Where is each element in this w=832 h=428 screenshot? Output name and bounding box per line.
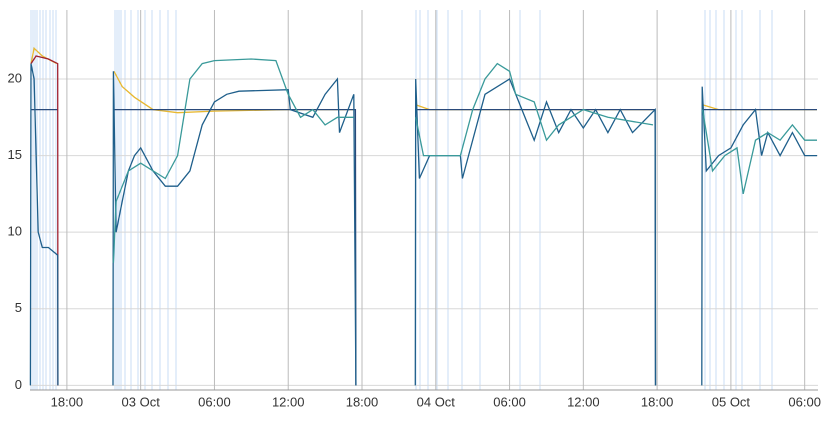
x-tick-label: 12:00 <box>272 394 305 409</box>
y-tick-label: 5 <box>15 300 22 315</box>
x-tick-label: 06:00 <box>198 394 231 409</box>
x-tick-label: 18:00 <box>51 394 84 409</box>
x-tick-label: 18:00 <box>346 394 379 409</box>
y-tick-label: 10 <box>8 224 22 239</box>
x-tick-label: 06:00 <box>493 394 526 409</box>
data-line <box>30 55 59 386</box>
data-line <box>30 47 817 114</box>
y-tick-label: 15 <box>8 147 22 162</box>
x-tick-label: 03 Oct <box>122 394 161 409</box>
x-tick-label: 06:00 <box>788 394 821 409</box>
data-line <box>31 108 817 386</box>
x-tick-label: 12:00 <box>567 394 600 409</box>
data-line <box>112 58 817 263</box>
x-tick-label: 05 Oct <box>712 394 751 409</box>
x-tick-label: 04 Oct <box>417 394 456 409</box>
x-tick-label: 18:00 <box>641 394 674 409</box>
data-line <box>29 63 817 386</box>
y-tick-label: 20 <box>8 70 22 85</box>
y-tick-label: 0 <box>15 377 22 392</box>
